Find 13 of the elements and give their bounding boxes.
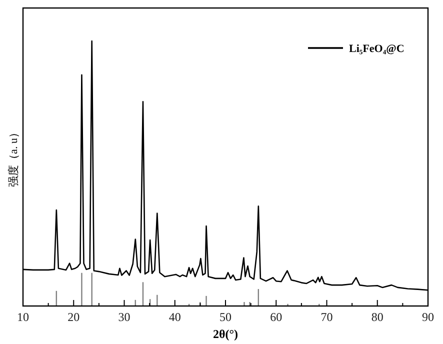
x-tick-label: 40 bbox=[168, 310, 181, 324]
y-axis-title: 强度（a. u） bbox=[7, 127, 20, 187]
x-tick-label: 70 bbox=[320, 310, 333, 324]
x-tick-label: 20 bbox=[68, 310, 80, 324]
legend-label: Li₅FeO₄@C bbox=[349, 43, 404, 55]
x-tick-label: 30 bbox=[118, 310, 130, 324]
x-tick-label: 10 bbox=[17, 310, 29, 324]
x-tick-label: 80 bbox=[371, 310, 384, 324]
x-axis-title: 2θ(°) bbox=[212, 327, 238, 341]
x-tick-label: 60 bbox=[270, 310, 282, 324]
legend: Li₅FeO₄@C bbox=[308, 43, 404, 55]
x-tick-label: 90 bbox=[422, 310, 434, 324]
x-tick-label: 50 bbox=[220, 310, 232, 324]
